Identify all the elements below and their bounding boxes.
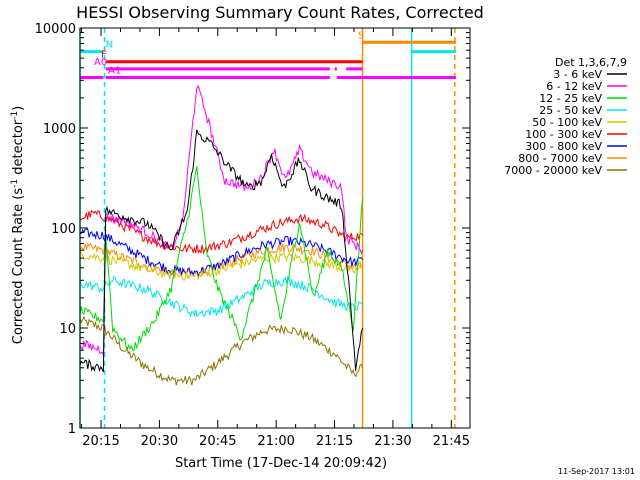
x-tick-label: 20:15	[82, 434, 119, 449]
legend-label: 7000 - 20000 keV	[504, 164, 602, 177]
series-line-8	[80, 242, 363, 278]
series-line-6	[80, 209, 363, 255]
legend-label: 50 - 100 keV	[532, 116, 602, 129]
series-line-9	[80, 315, 364, 386]
legend-label: 800 - 7000 keV	[518, 152, 602, 165]
flag-label-f: F	[101, 50, 107, 61]
x-tick-label: 20:30	[141, 434, 178, 449]
x-axis-label: Start Time (17-Dec-14 20:09:42)	[175, 456, 387, 471]
y-tick-label: 10000	[35, 22, 76, 37]
x-tick-label: 21:30	[374, 434, 411, 449]
y-axis-label-main: Corrected Count Rate (s	[11, 188, 26, 345]
y-tick-label: 100	[51, 222, 76, 237]
legend-label: 12 - 25 keV	[539, 92, 602, 105]
y-axis-label-mid: detector	[11, 119, 26, 179]
legend-label: 300 - 800 keV	[525, 140, 602, 153]
legend-label: 100 - 300 keV	[525, 128, 602, 141]
series-line-7	[80, 228, 364, 278]
flag-label-s: S	[358, 30, 364, 41]
x-tick-label: 21:45	[433, 434, 470, 449]
series-line-2	[80, 84, 364, 357]
series-group	[80, 84, 364, 386]
flag-label-n: N	[106, 40, 113, 51]
legend-label: 3 - 6 keV	[553, 68, 602, 81]
legend-label: 6 - 12 keV	[546, 80, 602, 93]
chart-title: HESSI Observing Summary Count Rates, Cor…	[76, 3, 484, 22]
flag-label-a0: A0	[94, 57, 107, 68]
y-axis-label-sup-2: -1	[10, 111, 20, 120]
flag-label-a1: A1	[108, 65, 121, 76]
y-axis-label-sup-1: -1	[10, 179, 20, 188]
y-axis-label-end: )	[11, 106, 26, 111]
y-tick-label: 1000	[43, 122, 76, 137]
series-line-3	[80, 166, 364, 352]
footer-date: 11-Sep-2017 13:01	[558, 467, 635, 476]
legend-label: 25 - 50 keV	[539, 104, 602, 117]
x-tick-label: 21:15	[316, 434, 353, 449]
y-tick-label: 10	[59, 322, 76, 337]
series-line-1	[80, 129, 364, 373]
y-tick-label: 1	[68, 422, 76, 437]
series-line-4	[80, 275, 363, 318]
y-axis-label: Corrected Count Rate (s-1 detector-1)	[10, 106, 26, 344]
x-tick-label: 20:45	[199, 434, 236, 449]
series-line-5	[80, 249, 363, 281]
x-tick-label: 21:00	[257, 434, 294, 449]
legend-title: Det 1,3,6,7,9	[555, 56, 627, 69]
